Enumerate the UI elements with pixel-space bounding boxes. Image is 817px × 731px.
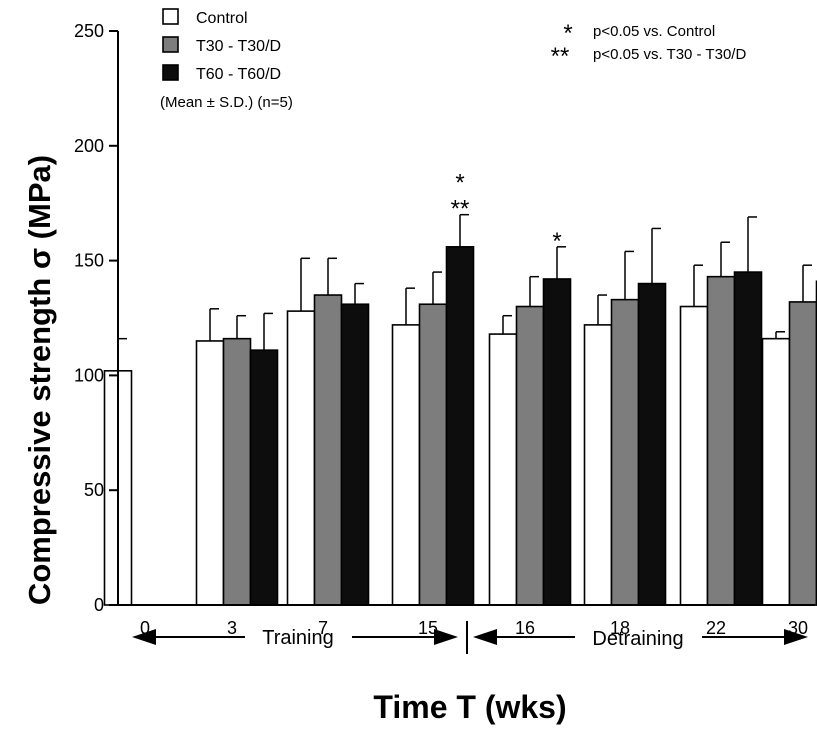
bar-t60-16 <box>542 278 572 606</box>
x-tick-label-3: 3 <box>227 618 237 638</box>
detraining-arrowhead-right <box>784 629 808 645</box>
bar-t60-7 <box>340 303 370 606</box>
y-axis-title: Compressive strength σ (MPa) <box>22 155 57 605</box>
y-tick-label-0: 0 <box>94 595 104 615</box>
bar-control-15 <box>391 324 421 606</box>
bar-control-18 <box>583 324 613 606</box>
significance-mark-16-0: * <box>552 228 561 255</box>
bar-t30-30 <box>788 301 817 606</box>
bar-control-7 <box>286 310 316 606</box>
x-tick-label-22: 22 <box>706 618 726 638</box>
x-tick-label-0: 0 <box>140 618 150 638</box>
legend: Control T30 - T30/D T60 - T60/D (Mean ± … <box>160 8 293 111</box>
bar-t30-18 <box>610 298 640 606</box>
y-tick-label-150: 150 <box>74 251 104 271</box>
bar-t60-3 <box>249 349 279 606</box>
sig-symbol-double: ** <box>551 43 570 70</box>
legend-swatch-t30 <box>162 36 179 53</box>
legend-label-control: Control <box>196 10 248 27</box>
significance-mark-15-1: * <box>455 170 464 197</box>
significance-legend: * p<0.05 vs. Control ** p<0.05 vs. T30 -… <box>551 20 747 70</box>
y-tick-label-250: 250 <box>74 21 104 41</box>
x-tick-label-18: 18 <box>610 618 630 638</box>
bar-t60-18 <box>637 282 667 606</box>
legend-note: (Mean ± S.D.) (n=5) <box>160 94 293 111</box>
sig-text-single: p<0.05 vs. Control <box>593 23 715 40</box>
bar-control-22 <box>679 305 709 606</box>
y-tick-label-100: 100 <box>74 365 104 385</box>
x-axis-title: Time T (wks) <box>373 689 566 725</box>
bar-control-16 <box>488 333 518 606</box>
bar-control-30 <box>761 337 791 606</box>
bar-control-3 <box>195 340 225 606</box>
bar-t30-3 <box>222 337 252 606</box>
sig-symbol-single: * <box>563 20 572 47</box>
bar-t30-16 <box>515 305 545 606</box>
phase-annotations: Training Detraining <box>132 621 808 654</box>
x-tick-label-7: 7 <box>318 618 328 638</box>
legend-swatch-t60 <box>162 64 179 81</box>
legend-label-t30: T30 - T30/D <box>196 38 281 55</box>
bar-t30-15 <box>418 303 448 606</box>
bar-t30-22 <box>706 275 736 606</box>
x-tick-label-16: 16 <box>515 618 535 638</box>
training-arrowhead-left <box>132 629 156 645</box>
bar-t60-22 <box>733 271 763 606</box>
y-tick-label-50: 50 <box>84 480 104 500</box>
bar-t30-7 <box>313 294 343 606</box>
detraining-arrowhead-left <box>473 629 497 645</box>
phase-label-training: Training <box>262 627 334 649</box>
x-tick-label-15: 15 <box>418 618 438 638</box>
legend-swatch-control <box>162 8 179 25</box>
legend-label-t60: T60 - T60/D <box>196 66 281 83</box>
y-tick-label-200: 200 <box>74 136 104 156</box>
significance-mark-15-0: ** <box>451 196 470 223</box>
bar-t60-15 <box>445 246 475 606</box>
sig-text-double: p<0.05 vs. T30 - T30/D <box>593 46 746 63</box>
phase-label-detraining: Detraining <box>592 628 683 650</box>
training-arrowhead-right <box>434 629 458 645</box>
